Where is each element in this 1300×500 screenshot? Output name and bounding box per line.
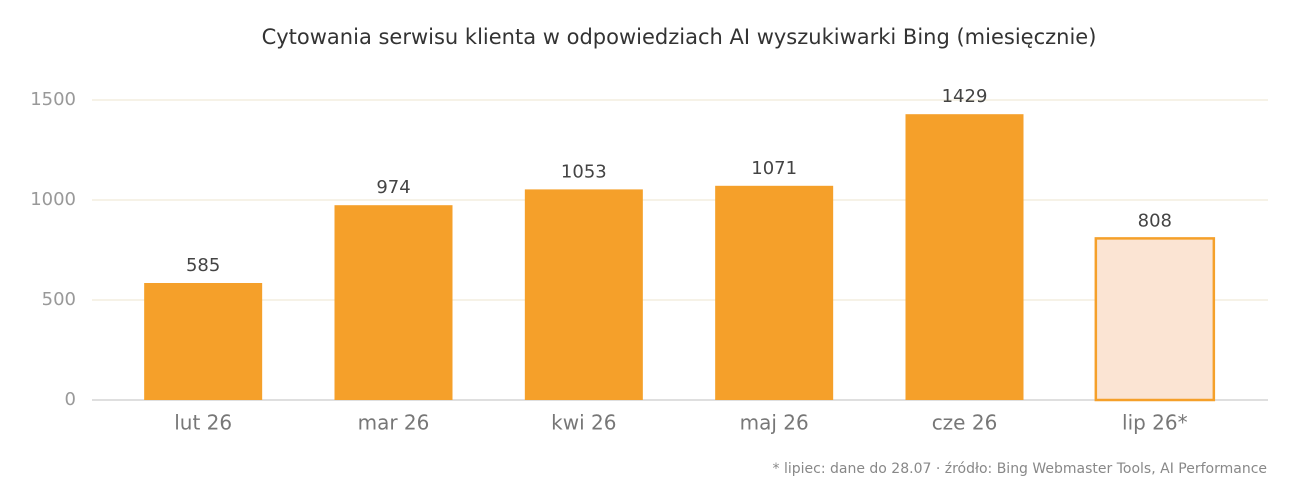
value-label: 974 — [376, 177, 410, 198]
chart-title: Cytowania serwisu klienta w odpowiedziac… — [262, 25, 1097, 49]
bar — [334, 205, 453, 400]
footnote: * lipiec: dane do 28.07 · źródło: Bing W… — [773, 461, 1267, 477]
x-tick-label: lip 26* — [1122, 411, 1188, 435]
x-tick-label: kwi 26 — [551, 411, 616, 435]
bar — [905, 114, 1024, 400]
y-tick-label: 500 — [42, 289, 76, 310]
value-label: 585 — [186, 255, 220, 276]
x-tick-label: lut 26 — [174, 411, 232, 435]
y-tick-label: 1500 — [30, 89, 76, 110]
value-label: 1429 — [942, 86, 988, 107]
value-label: 1071 — [751, 158, 797, 179]
x-tick-label: mar 26 — [358, 411, 430, 435]
bar — [144, 283, 263, 400]
bar — [1094, 237, 1216, 402]
y-tick-label: 1000 — [30, 189, 76, 210]
bar — [715, 185, 834, 400]
value-label: 808 — [1138, 210, 1172, 231]
bar — [524, 189, 643, 400]
y-tick-label: 0 — [65, 389, 76, 410]
x-tick-label: maj 26 — [740, 411, 809, 435]
value-label: 1053 — [561, 161, 607, 182]
x-tick-label: cze 26 — [932, 411, 998, 435]
